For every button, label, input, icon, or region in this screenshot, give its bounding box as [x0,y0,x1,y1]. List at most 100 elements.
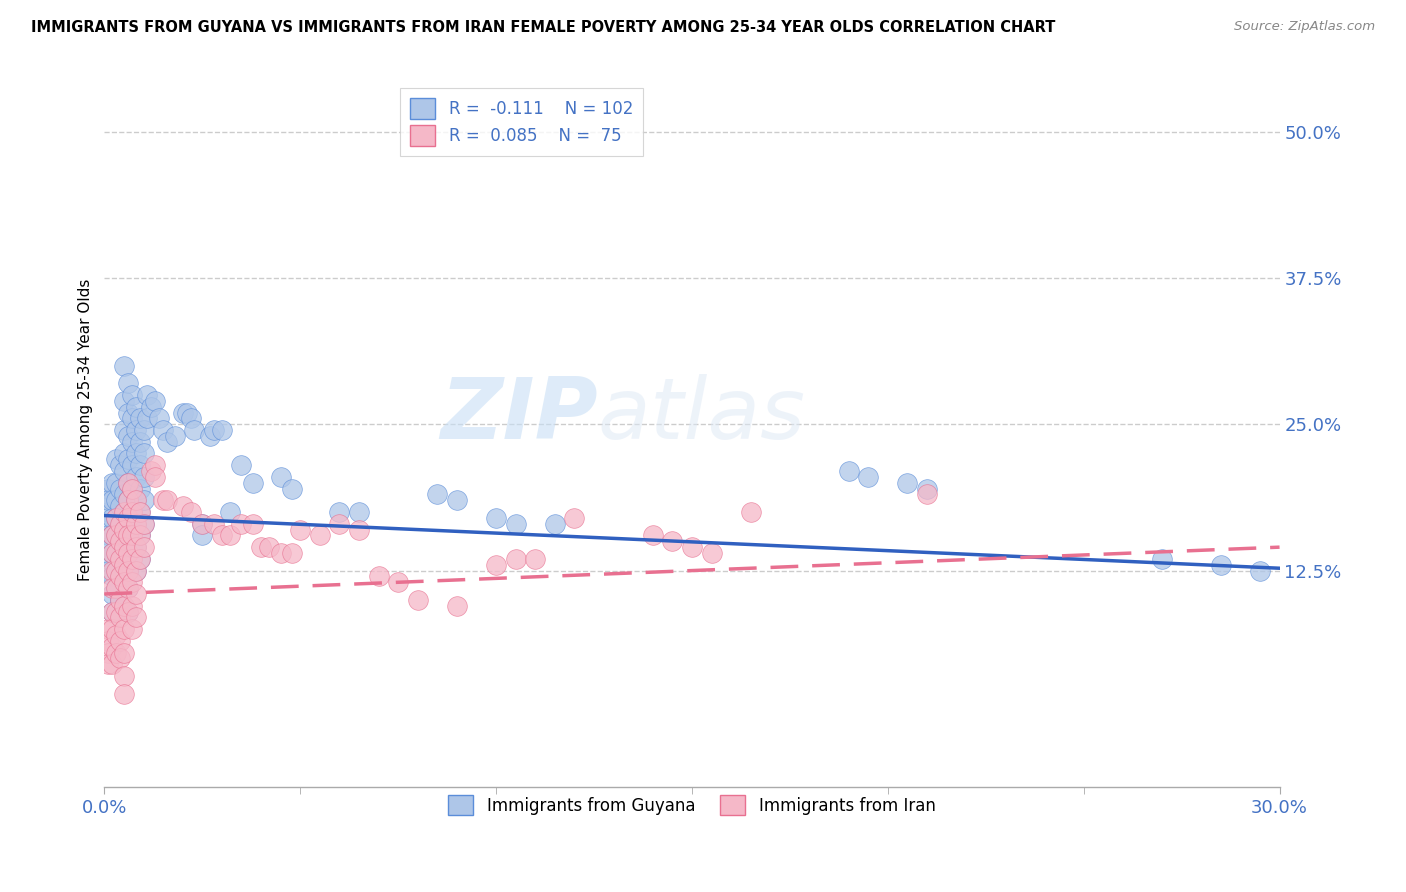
Point [97,540,120,554]
Point [128,458,150,473]
Point [117,376,139,391]
Point [112,646,135,660]
Point [108,516,131,531]
Point [121,540,143,554]
Point [250,540,273,554]
Legend: Immigrants from Guyana, Immigrants from Iran: Immigrants from Guyana, Immigrants from … [439,785,945,825]
Point [156,434,179,449]
Point [112,599,135,613]
Point [97,646,120,660]
Point [112,523,135,537]
Point [108,610,131,624]
Point [242,516,264,531]
Point [231,516,253,531]
Point [143,470,166,484]
Point [112,446,135,460]
Point [132,516,155,531]
Point [446,493,468,508]
Text: IMMIGRANTS FROM GUYANA VS IMMIGRANTS FROM IRAN FEMALE POVERTY AMONG 25-34 YEAR O: IMMIGRANTS FROM GUYANA VS IMMIGRANTS FRO… [31,20,1056,35]
Point [915,487,938,501]
Point [141,464,163,478]
Point [117,605,139,619]
Point [183,423,205,437]
Point [125,400,148,414]
Point [132,493,155,508]
Point [121,528,143,542]
Point [180,505,202,519]
Point [97,482,120,496]
Point [112,523,135,537]
Point [117,452,139,467]
Point [328,516,350,531]
Point [112,505,135,519]
Point [121,458,143,473]
Point [112,540,135,554]
Point [117,475,139,490]
Point [97,622,120,636]
Point [101,587,124,601]
Point [121,523,143,537]
Point [108,552,131,566]
Point [108,592,131,607]
Point [544,516,567,531]
Point [136,388,159,402]
Point [505,516,527,531]
Point [112,359,135,373]
Point [172,499,194,513]
Point [108,482,131,496]
Text: ZIP: ZIP [440,375,598,458]
Point [446,599,468,613]
Point [97,564,120,578]
Point [117,581,139,595]
Point [121,411,143,425]
Point [524,552,547,566]
Point [121,622,143,636]
Point [117,493,139,508]
Point [101,605,124,619]
Point [101,511,124,525]
Point [105,528,128,542]
Point [257,540,280,554]
Point [485,558,508,572]
Point [112,423,135,437]
Point [128,505,150,519]
Point [125,516,148,531]
Point [281,546,304,560]
Point [105,564,128,578]
Point [128,411,150,425]
Point [191,528,214,542]
Point [125,587,148,601]
Point [128,482,150,496]
Point [112,393,135,408]
Point [125,516,148,531]
Point [426,487,449,501]
Point [191,516,214,531]
Point [132,470,155,484]
Point [108,516,131,531]
Point [117,475,139,490]
Point [97,516,120,531]
Point [125,470,148,484]
Point [121,434,143,449]
Point [117,493,139,508]
Point [125,564,148,578]
Point [1209,558,1232,572]
Point [101,605,124,619]
Point [125,610,148,624]
Point [915,482,938,496]
Point [641,528,664,542]
Point [121,505,143,519]
Point [105,628,128,642]
Point [148,411,170,425]
Point [700,546,723,560]
Point [125,446,148,460]
Point [112,575,135,590]
Point [101,493,124,508]
Point [125,493,148,508]
Point [143,393,166,408]
Point [152,493,174,508]
Point [101,528,124,542]
Point [97,552,120,566]
Point [101,640,124,654]
Point [128,528,150,542]
